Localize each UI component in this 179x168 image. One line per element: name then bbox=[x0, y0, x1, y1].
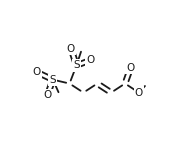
Text: O: O bbox=[86, 55, 95, 65]
Text: O: O bbox=[32, 67, 40, 77]
Text: O: O bbox=[43, 90, 52, 100]
Text: O: O bbox=[126, 63, 135, 73]
Text: O: O bbox=[67, 44, 75, 54]
Text: O: O bbox=[135, 88, 143, 98]
Text: S: S bbox=[50, 75, 56, 85]
Text: S: S bbox=[73, 60, 80, 70]
